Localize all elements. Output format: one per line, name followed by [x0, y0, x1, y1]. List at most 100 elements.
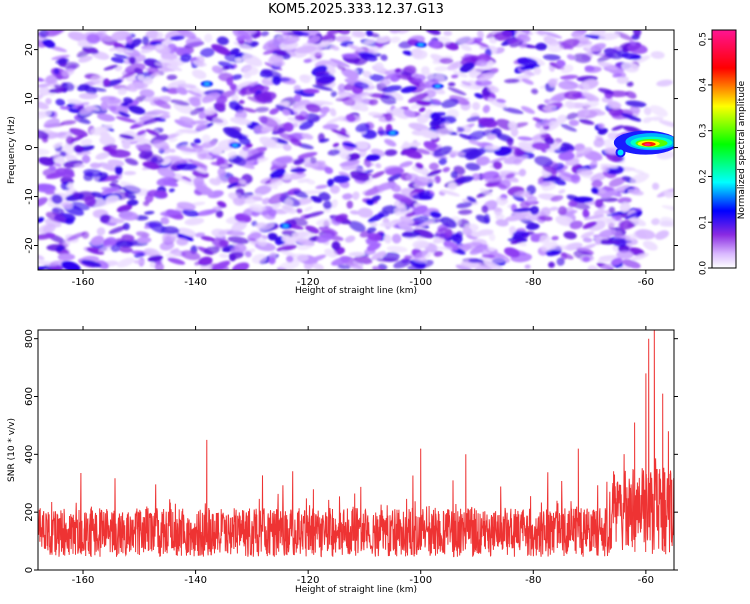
- heatmap-cell: [255, 237, 267, 247]
- heatmap-cell: [520, 106, 536, 114]
- heatmap-cell: [440, 115, 457, 124]
- heatmap-cell: [128, 56, 136, 65]
- heatmap-cell: [566, 54, 576, 61]
- heatmap-cell: [144, 210, 155, 215]
- heatmap-cell: [384, 149, 398, 157]
- heatmap-cell: [180, 250, 201, 261]
- snr-x-tick-label: -80: [525, 575, 541, 586]
- heatmap-cell: [165, 236, 172, 244]
- heatmap-cell: [142, 35, 150, 46]
- heatmap-cell: [448, 182, 457, 191]
- heatmap-cell: [189, 97, 201, 107]
- heatmap-cell: [293, 94, 302, 102]
- heatmap-cell: [507, 37, 521, 44]
- heatmap-cell: [69, 128, 88, 137]
- heatmap-cell: [230, 117, 252, 125]
- heatmap-cell: [573, 53, 591, 63]
- colorbar-tick-label: 0.4: [699, 78, 709, 93]
- heatmap-cell: [80, 138, 93, 146]
- heatmap-cell: [305, 225, 320, 234]
- heatmap-cell: [337, 264, 351, 270]
- heatmap-cell: [347, 164, 366, 173]
- heatmap-cell: [181, 176, 192, 182]
- heatmap-cell: [251, 196, 264, 201]
- heatmap-cell: [201, 134, 211, 144]
- heatmap-cell: [120, 181, 141, 193]
- heatmap-cell: [330, 45, 340, 51]
- heatmap-cell: [307, 35, 321, 44]
- heatmap-cell: [355, 123, 370, 133]
- heatmap-x-tick-label: -140: [184, 277, 207, 288]
- heatmap-cell: [560, 210, 578, 218]
- heatmap-cell: [233, 41, 253, 50]
- heatmap-cell: [325, 116, 345, 125]
- heatmap-x-tick-label: -60: [638, 277, 654, 288]
- heatmap-cell: [575, 108, 590, 119]
- heatmap-cell: [49, 266, 62, 270]
- heatmap-cell: [344, 235, 356, 243]
- heatmap-cell: [517, 33, 531, 43]
- heatmap-cell: [394, 205, 407, 216]
- heatmap-cell: [154, 262, 165, 270]
- heatmap-cell: [482, 104, 491, 114]
- heatmap-cell: [81, 259, 102, 268]
- heatmap-cell: [607, 100, 622, 109]
- heatmap-cell: [418, 107, 426, 113]
- heatmap-cell: [238, 136, 251, 146]
- heatmap-cell: [228, 192, 246, 202]
- heatmap-cell: [315, 73, 336, 84]
- heatmap-cell: [598, 32, 620, 41]
- heatmap-cell: [389, 36, 401, 43]
- heatmap-cell: [468, 139, 483, 146]
- heatmap-cell: [242, 107, 257, 113]
- heatmap-cell: [557, 41, 574, 50]
- heatmap-cell: [276, 244, 298, 252]
- snr-panel: -160 -140 -120 -100 -80 -60 0 200 400 600 800 Hei…: [7, 326, 678, 595]
- heatmap-cell: [351, 101, 369, 112]
- heatmap-cell: [315, 184, 328, 190]
- heatmap-cell: [318, 138, 330, 143]
- heatmap-cell: [246, 152, 265, 161]
- heatmap-cell: [460, 44, 472, 52]
- heatmap-cell: [365, 154, 381, 162]
- heatmap-cell: [489, 37, 498, 44]
- heatmap-cell: [631, 253, 649, 261]
- heatmap-cell: [316, 218, 336, 227]
- heatmap-cell: [330, 58, 350, 68]
- heatmap-cell: [342, 193, 353, 200]
- heatmap-cell: [541, 118, 550, 128]
- heatmap-cell: [384, 90, 404, 101]
- heatmap-cell: [613, 184, 631, 192]
- heatmap-cell: [330, 199, 338, 209]
- heatmap-x-tick-label: -120: [297, 277, 320, 288]
- heatmap-cell: [519, 64, 540, 71]
- heatmap-cell: [533, 136, 545, 145]
- heatmap-cell: [456, 202, 473, 209]
- heatmap-cell: [566, 112, 578, 120]
- heatmap-cell: [376, 181, 397, 191]
- heatmap-cell: [656, 79, 673, 87]
- heatmap-cell: [366, 226, 377, 234]
- heatmap-cell: [84, 196, 97, 207]
- heatmap-cell: [190, 201, 206, 207]
- heatmap-cell: [421, 66, 430, 75]
- heatmap-cell: [488, 233, 496, 242]
- heatmap-cell: [99, 135, 116, 146]
- heatmap-cell: [294, 115, 306, 121]
- heatmap-cell: [115, 116, 137, 123]
- heatmap-cell: [456, 126, 465, 132]
- heatmap-cell: [471, 173, 480, 181]
- heatmap-cell: [72, 191, 80, 199]
- heatmap-cell: [140, 46, 156, 54]
- heatmap-cell: [261, 197, 271, 205]
- snr-frame: [37, 329, 675, 571]
- heatmap-cell: [342, 96, 356, 106]
- snr-x-tick-label: -60: [638, 575, 654, 586]
- heatmap-cell: [581, 174, 593, 179]
- heatmap-cell: [67, 182, 74, 189]
- heatmap-cell: [144, 59, 163, 69]
- heatmap-cell: [160, 216, 170, 225]
- heatmap-cell: [438, 157, 448, 165]
- heatmap-cell: [308, 254, 327, 263]
- heatmap-cell: [450, 171, 458, 179]
